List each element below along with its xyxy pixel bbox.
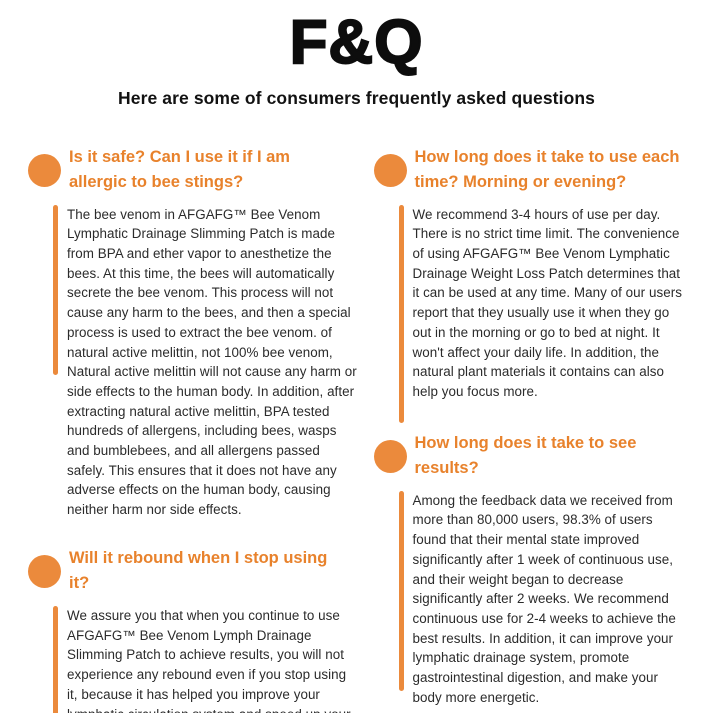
faq-item-rebound: Will it rebound when I stop using it? We… [28,546,360,713]
faq-answer-row: We assure you that when you continue to … [53,606,360,713]
faq-item-usage-time: How long does it take to use each time? … [373,145,706,423]
answer-text: We assure you that when you continue to … [67,608,351,713]
faq-column-right: How long does it take to use each time? … [373,145,706,713]
question-text: How long does it take to use each time? … [414,147,680,192]
faq-columns: Is it safe? Can I use it if I am allergi… [0,145,713,713]
accent-bar [398,490,404,691]
question-text: Is it safe? Can I use it if I am allergi… [69,147,290,192]
faq-question-row: Is it safe? Can I use it if I am allergi… [28,145,360,196]
answer-text: We recommend 3-4 hours of use per day. T… [412,206,682,399]
faq-column-left: Is it safe? Can I use it if I am allergi… [28,145,360,713]
answer-text: The bee venom in AFGAFG™ Bee Venom Lymph… [67,206,357,518]
accent-bar [53,204,58,375]
faq-item-results: How long does it take to see results? Am… [373,431,706,708]
page-subtitle: Here are some of consumers frequently as… [118,87,595,108]
faq-answer-row: We recommend 3-4 hours of use per day. T… [398,204,706,423]
bullet-circle-icon [28,554,61,588]
bullet-circle-icon [28,153,61,187]
faq-question-row: Will it rebound when I stop using it? [28,546,360,597]
bullet-circle-icon [373,439,407,473]
faq-question-row: How long does it take to use each time? … [373,145,706,196]
question-text: Will it rebound when I stop using it? [69,548,328,593]
faq-answer-row: Among the feedback data we received from… [398,490,706,708]
faq-item-safety: Is it safe? Can I use it if I am allergi… [28,145,360,520]
faq-question-row: How long does it take to see results? [373,431,706,482]
question-text: How long does it take to see results? [414,433,637,478]
page-header: F&Q Here are some of consumers frequentl… [0,0,713,109]
accent-bar [398,204,404,423]
answer-text: Among the feedback data we received from… [412,492,676,705]
faq-answer-row: The bee venom in AFGAFG™ Bee Venom Lymph… [53,204,360,520]
bullet-circle-icon [373,153,407,187]
page-title: F&Q [289,7,424,78]
accent-bar [53,606,58,713]
